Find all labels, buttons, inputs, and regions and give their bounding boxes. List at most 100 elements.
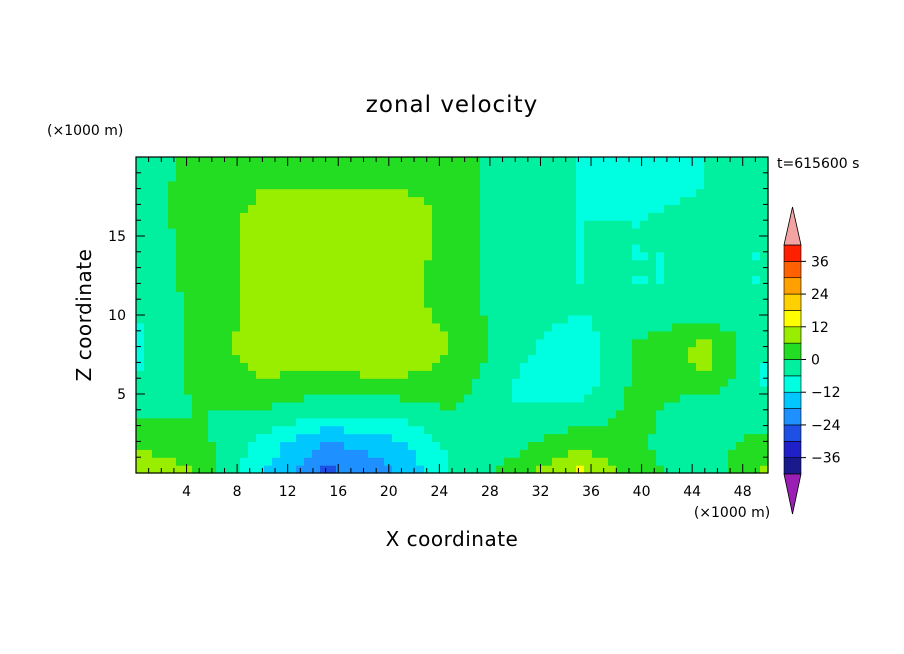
field-cell [160,259,169,269]
field-cell [160,180,169,190]
field-cell [704,322,713,332]
field-cell [240,188,249,198]
field-cell [728,394,737,403]
field-cell [360,425,369,435]
field-cell [568,212,577,221]
field-cell [624,465,633,474]
field-cell [608,220,617,229]
field-cell [736,322,745,332]
field-cell [432,394,441,403]
field-cell [376,362,385,371]
field-cell [568,157,577,166]
field-cell [584,283,593,292]
field-cell [416,157,425,166]
field-cell [200,449,209,458]
field-cell [176,283,185,292]
field-cell [400,307,409,316]
field-cell [688,204,697,213]
field-cell [312,386,321,395]
field-cell [216,346,225,356]
field-cell [640,228,649,237]
field-cell [336,164,345,174]
field-cell [288,409,297,419]
field-cell [544,330,553,340]
field-cell [136,267,145,277]
field-cell [384,409,393,419]
field-cell [136,236,145,245]
field-cell [744,394,753,403]
field-cell [736,243,745,253]
field-cell [616,180,625,190]
field-cell [432,172,441,182]
field-cell [328,322,337,332]
field-cell [616,465,625,474]
field-cell [240,425,249,435]
field-cell [680,228,689,237]
field-cell [504,394,513,403]
field-cell [744,378,753,387]
field-cell [432,228,441,237]
field-cell [192,417,201,427]
field-cell [592,275,601,284]
field-cell [608,354,617,363]
field-cell [520,354,529,363]
field-cell [240,291,249,300]
field-cell [456,370,465,379]
field-cell [296,299,305,308]
field-cell [632,220,641,229]
field-cell [144,259,153,269]
field-cell [456,291,465,300]
field-cell [736,172,745,182]
field-cell [328,172,337,182]
field-cell [216,354,225,363]
field-cell [272,315,281,324]
field-cell [720,180,729,190]
field-cell [488,212,497,221]
field-cell [208,394,217,403]
field-cell [648,196,657,205]
field-cell [640,180,649,190]
field-cell [208,354,217,363]
field-cell [432,338,441,348]
field-cell [464,204,473,213]
field-cell [680,291,689,300]
field-cell [576,283,585,292]
field-cell [216,465,225,474]
x-axis-label: X coordinate [386,527,519,551]
x-axis-ticks: 4 8 12 16 20 24 28 32 36 40 44 48 [148,157,756,500]
field-cell [384,267,393,277]
field-cell [528,401,537,411]
field-cell [272,228,281,237]
field-cell [160,236,169,245]
field-cell [304,425,313,435]
field-cell [576,180,585,190]
field-cell [440,275,449,284]
field-cell [680,433,689,442]
field-cell [560,401,569,411]
field-cell [664,354,673,363]
field-cell [376,251,385,261]
field-cell [560,370,569,379]
field-cell [424,212,433,221]
field-cell [608,338,617,348]
field-cell [168,378,177,387]
field-cell [168,307,177,316]
field-cell [296,307,305,316]
field-cell [760,457,769,466]
field-cell [624,315,633,324]
field-cell [704,157,713,166]
field-cell [176,299,185,308]
field-cell [696,354,705,363]
field-cell [536,259,545,269]
field-cell [176,346,185,356]
field-cell [528,172,537,182]
field-cell [440,322,449,332]
field-cell [208,243,217,253]
field-cell [472,457,481,466]
field-cell [232,243,241,253]
field-cell [320,346,329,356]
field-cell [192,433,201,442]
field-cell [152,267,161,277]
field-cell [400,338,409,348]
field-cell [408,188,417,198]
